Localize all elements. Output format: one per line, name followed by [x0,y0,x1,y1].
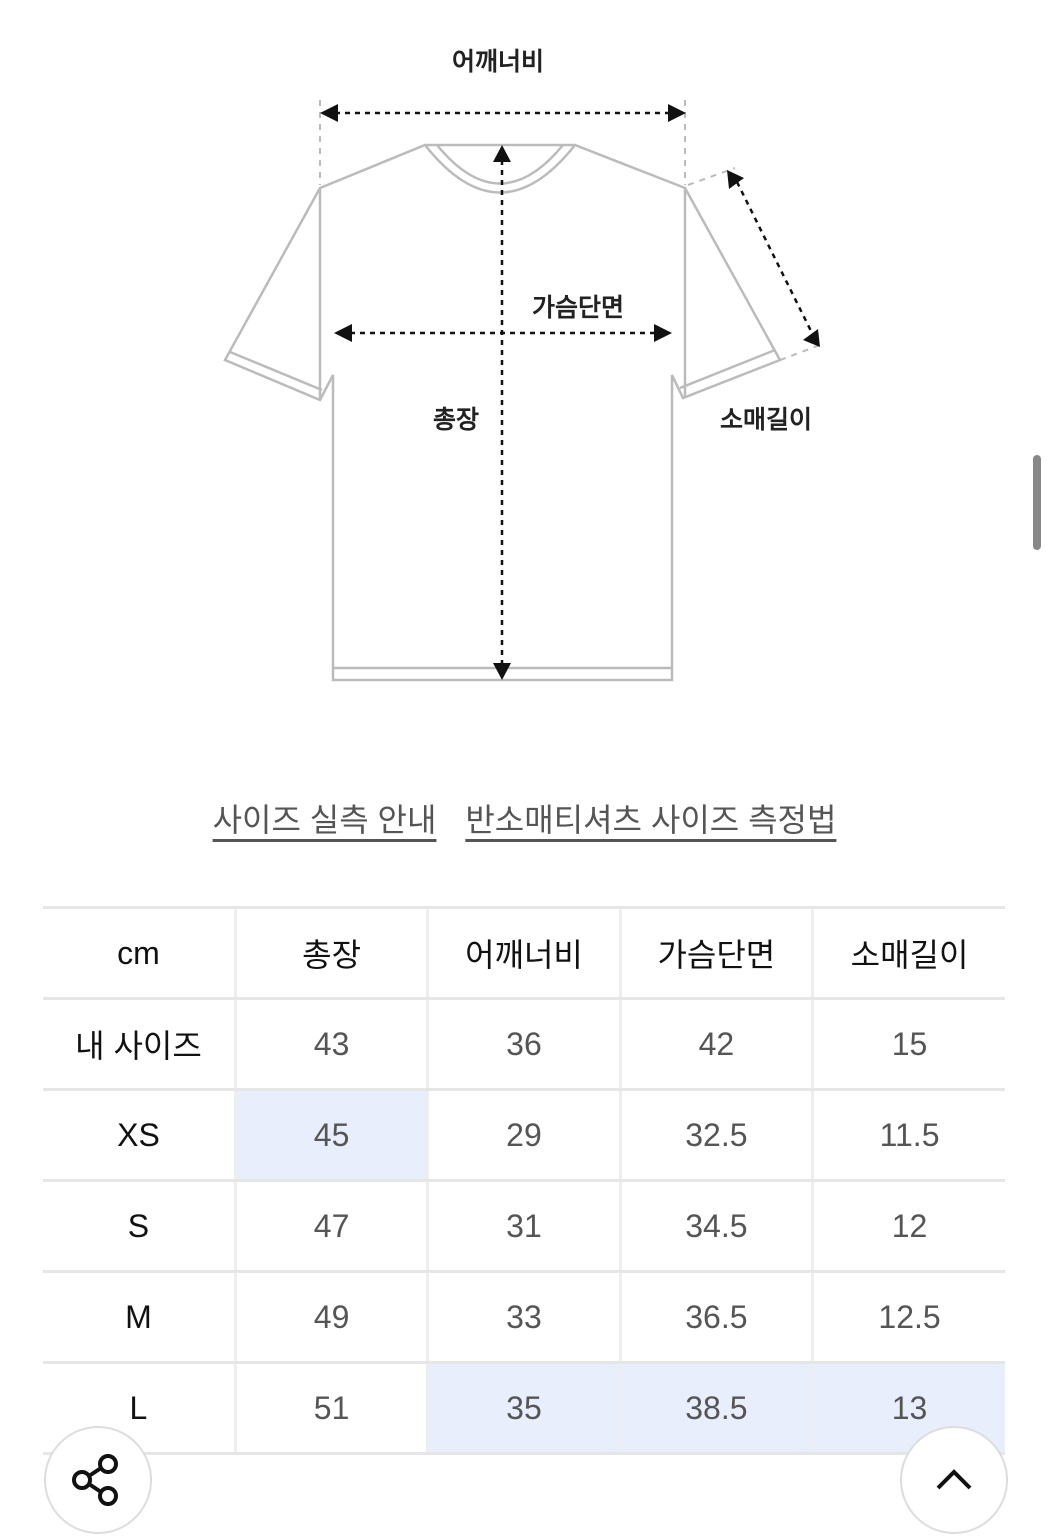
chevron-up-icon [936,1469,972,1490]
value-cell: 42 [618,997,813,1091]
length-label: 총장 [433,406,480,434]
table-header-row: cm 총장 어깨너비 가슴단면 소매길이 [43,906,1005,1000]
value-cell: 31 [426,1179,621,1273]
chest-label: 가슴단면 [532,294,625,322]
value-cell: 29 [426,1088,621,1182]
value-cell: 12.5 [811,1270,1005,1364]
tshirt-measure-method-link[interactable]: 반소매티셔츠 사이즈 측정법 [465,802,837,838]
value-cell: 51 [233,1361,428,1455]
size-label-cell: S [43,1179,236,1273]
size-label-cell: M [43,1270,236,1364]
value-cell: 32.5 [618,1088,813,1182]
value-cell: 35 [426,1361,621,1455]
size-label-cell: XS [43,1088,236,1182]
sleeve-label: 소매길이 [720,406,813,434]
value-cell: 33 [426,1270,621,1364]
value-cell: 47 [233,1179,428,1273]
table-row: XS 45 29 32.5 11.5 [43,1088,1005,1182]
value-cell: 12 [811,1179,1005,1273]
value-cell: 15 [811,997,1005,1091]
header-cell: cm [43,906,236,1000]
value-cell: 36.5 [618,1270,813,1364]
size-measure-guide-link[interactable]: 사이즈 실측 안내 [212,802,437,838]
tshirt-size-diagram [223,100,826,682]
header-cell: 가슴단면 [618,906,813,1000]
value-cell: 45 [233,1088,428,1182]
scrollbar[interactable] [1033,455,1041,550]
shoulder-label: 어깨너비 [452,48,545,76]
value-cell: 43 [233,997,428,1091]
size-table: cm 총장 어깨너비 가슴단면 소매길이 내 사이즈 43 36 42 15 XS 45 29… [43,906,1005,1455]
scroll-top-button[interactable] [900,1426,1008,1534]
share-icon [72,1454,118,1506]
table-row: M 49 33 36.5 12.5 [43,1270,1005,1364]
header-cell: 소매길이 [811,906,1005,1000]
value-cell: 49 [233,1270,428,1364]
header-cell: 어깨너비 [426,906,621,1000]
value-cell: 36 [426,997,621,1091]
value-cell: 11.5 [811,1088,1005,1182]
table-row: L 51 35 38.5 13 [43,1361,1005,1455]
value-cell: 38.5 [618,1361,813,1455]
table-row: 내 사이즈 43 36 42 15 [43,997,1005,1091]
size-guide-links: 사이즈 실측 안내 반소매티셔츠 사이즈 측정법 [0,795,1049,841]
header-cell: 총장 [233,906,428,1000]
value-cell: 34.5 [618,1179,813,1273]
size-label-cell: 내 사이즈 [43,997,236,1091]
table-row: S 47 31 34.5 12 [43,1179,1005,1273]
share-button[interactable] [44,1426,152,1534]
